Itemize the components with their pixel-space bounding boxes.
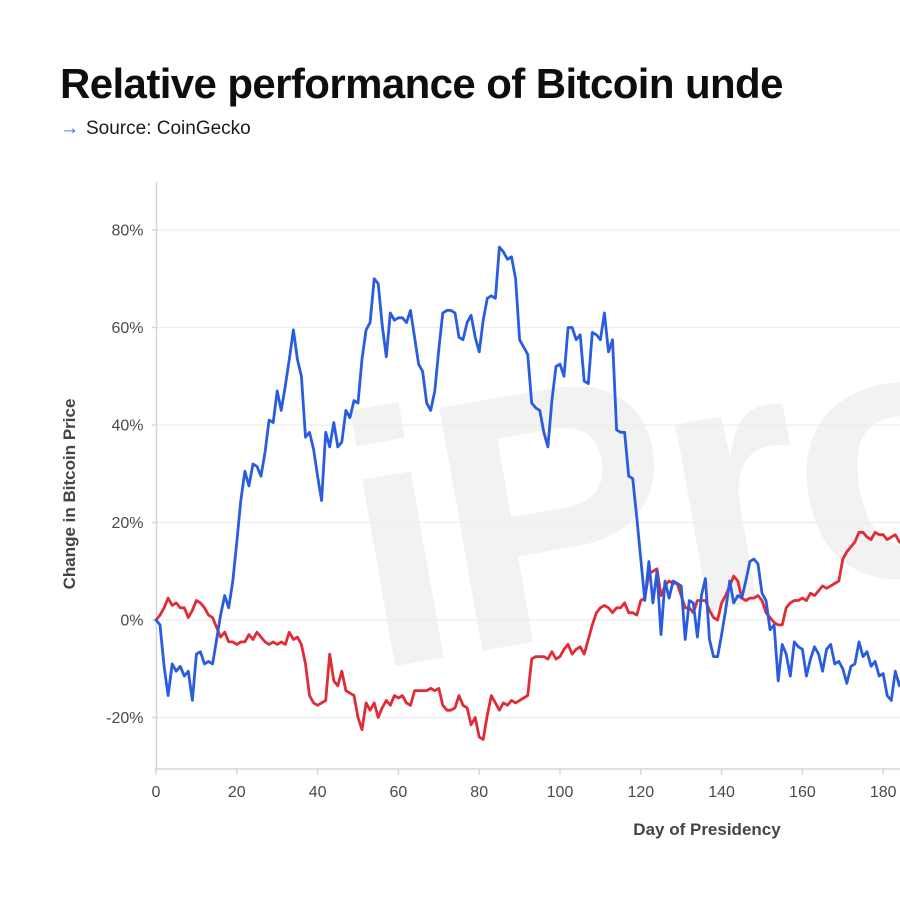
source-line: → Source: CoinGecko bbox=[60, 118, 251, 140]
x-tick-label: 100 bbox=[547, 784, 574, 801]
x-tick-label: 120 bbox=[627, 784, 654, 801]
x-axis-title: Day of Presidency bbox=[633, 820, 781, 839]
x-tick-label: 20 bbox=[228, 784, 246, 801]
x-tick-label: 140 bbox=[708, 784, 735, 801]
red-series-line bbox=[154, 530, 900, 741]
y-tick-label: 60% bbox=[111, 320, 143, 337]
y-axis-title: Change in Bitcoin Price bbox=[60, 398, 79, 590]
x-tick-label: 80 bbox=[470, 784, 488, 801]
x-tick-label: 180 bbox=[870, 784, 897, 801]
y-tick-label: -20% bbox=[106, 710, 143, 727]
x-tick-label: 160 bbox=[789, 784, 816, 801]
y-tick-label: 80% bbox=[111, 223, 143, 240]
x-tick-label: 0 bbox=[152, 784, 161, 801]
y-tick-label: 20% bbox=[111, 515, 143, 532]
x-tick-label: 60 bbox=[390, 784, 408, 801]
arrow-right-icon: → bbox=[60, 118, 79, 139]
source-text: Source: CoinGecko bbox=[86, 118, 251, 139]
y-tick-label: 0% bbox=[120, 613, 143, 630]
y-tick-label: 40% bbox=[111, 418, 143, 435]
page-title: Relative performance of Bitcoin unde bbox=[60, 60, 783, 107]
blue-series-line bbox=[154, 245, 900, 702]
x-tick-label: 40 bbox=[309, 784, 327, 801]
